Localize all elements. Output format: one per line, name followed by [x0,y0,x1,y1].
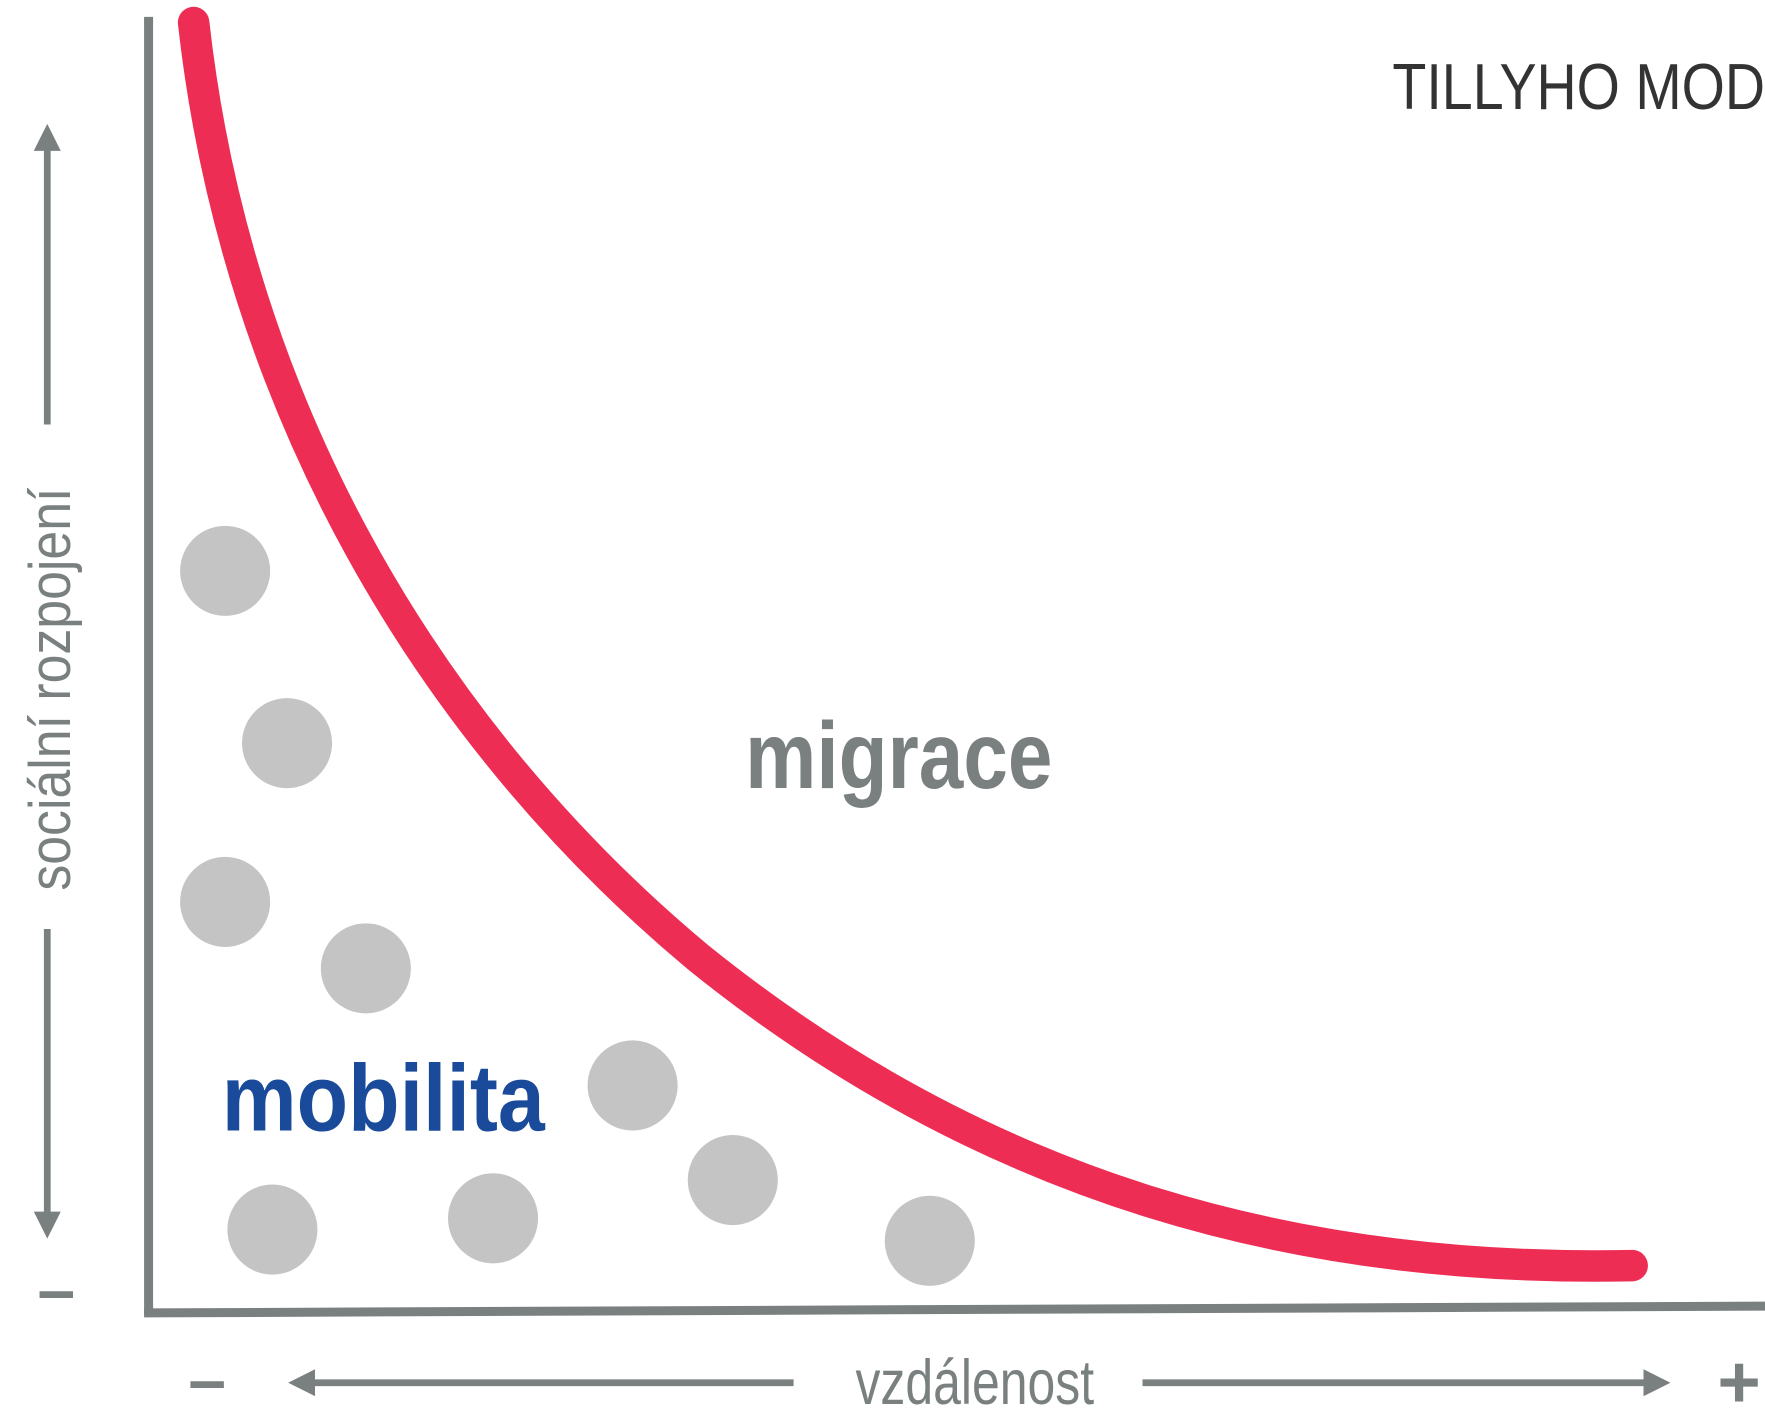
dot [242,698,333,789]
x-plus: + [1717,1340,1760,1412]
y-minus: – [38,1253,76,1328]
dot [587,1040,678,1131]
dot [884,1195,975,1286]
y-axis-label: sociální rozpojení [18,488,83,891]
title: TILLYHO MOD [1392,50,1765,123]
region-label-migrace: migrace [745,703,1052,809]
x-axis-line [144,1301,1765,1318]
dot [180,525,271,616]
dot [180,856,271,947]
dot [227,1184,318,1275]
dot [687,1135,778,1226]
dots [180,525,975,1286]
direction-arrows [33,123,1671,1397]
x-minus: – [188,1343,226,1412]
x-axis-label: vzdálenost [855,1348,1094,1412]
curve [177,6,1648,1282]
axes [144,16,1765,1318]
dot [448,1173,539,1264]
dot [320,923,411,1014]
region-label-mobilita: mobilita [222,1045,546,1151]
